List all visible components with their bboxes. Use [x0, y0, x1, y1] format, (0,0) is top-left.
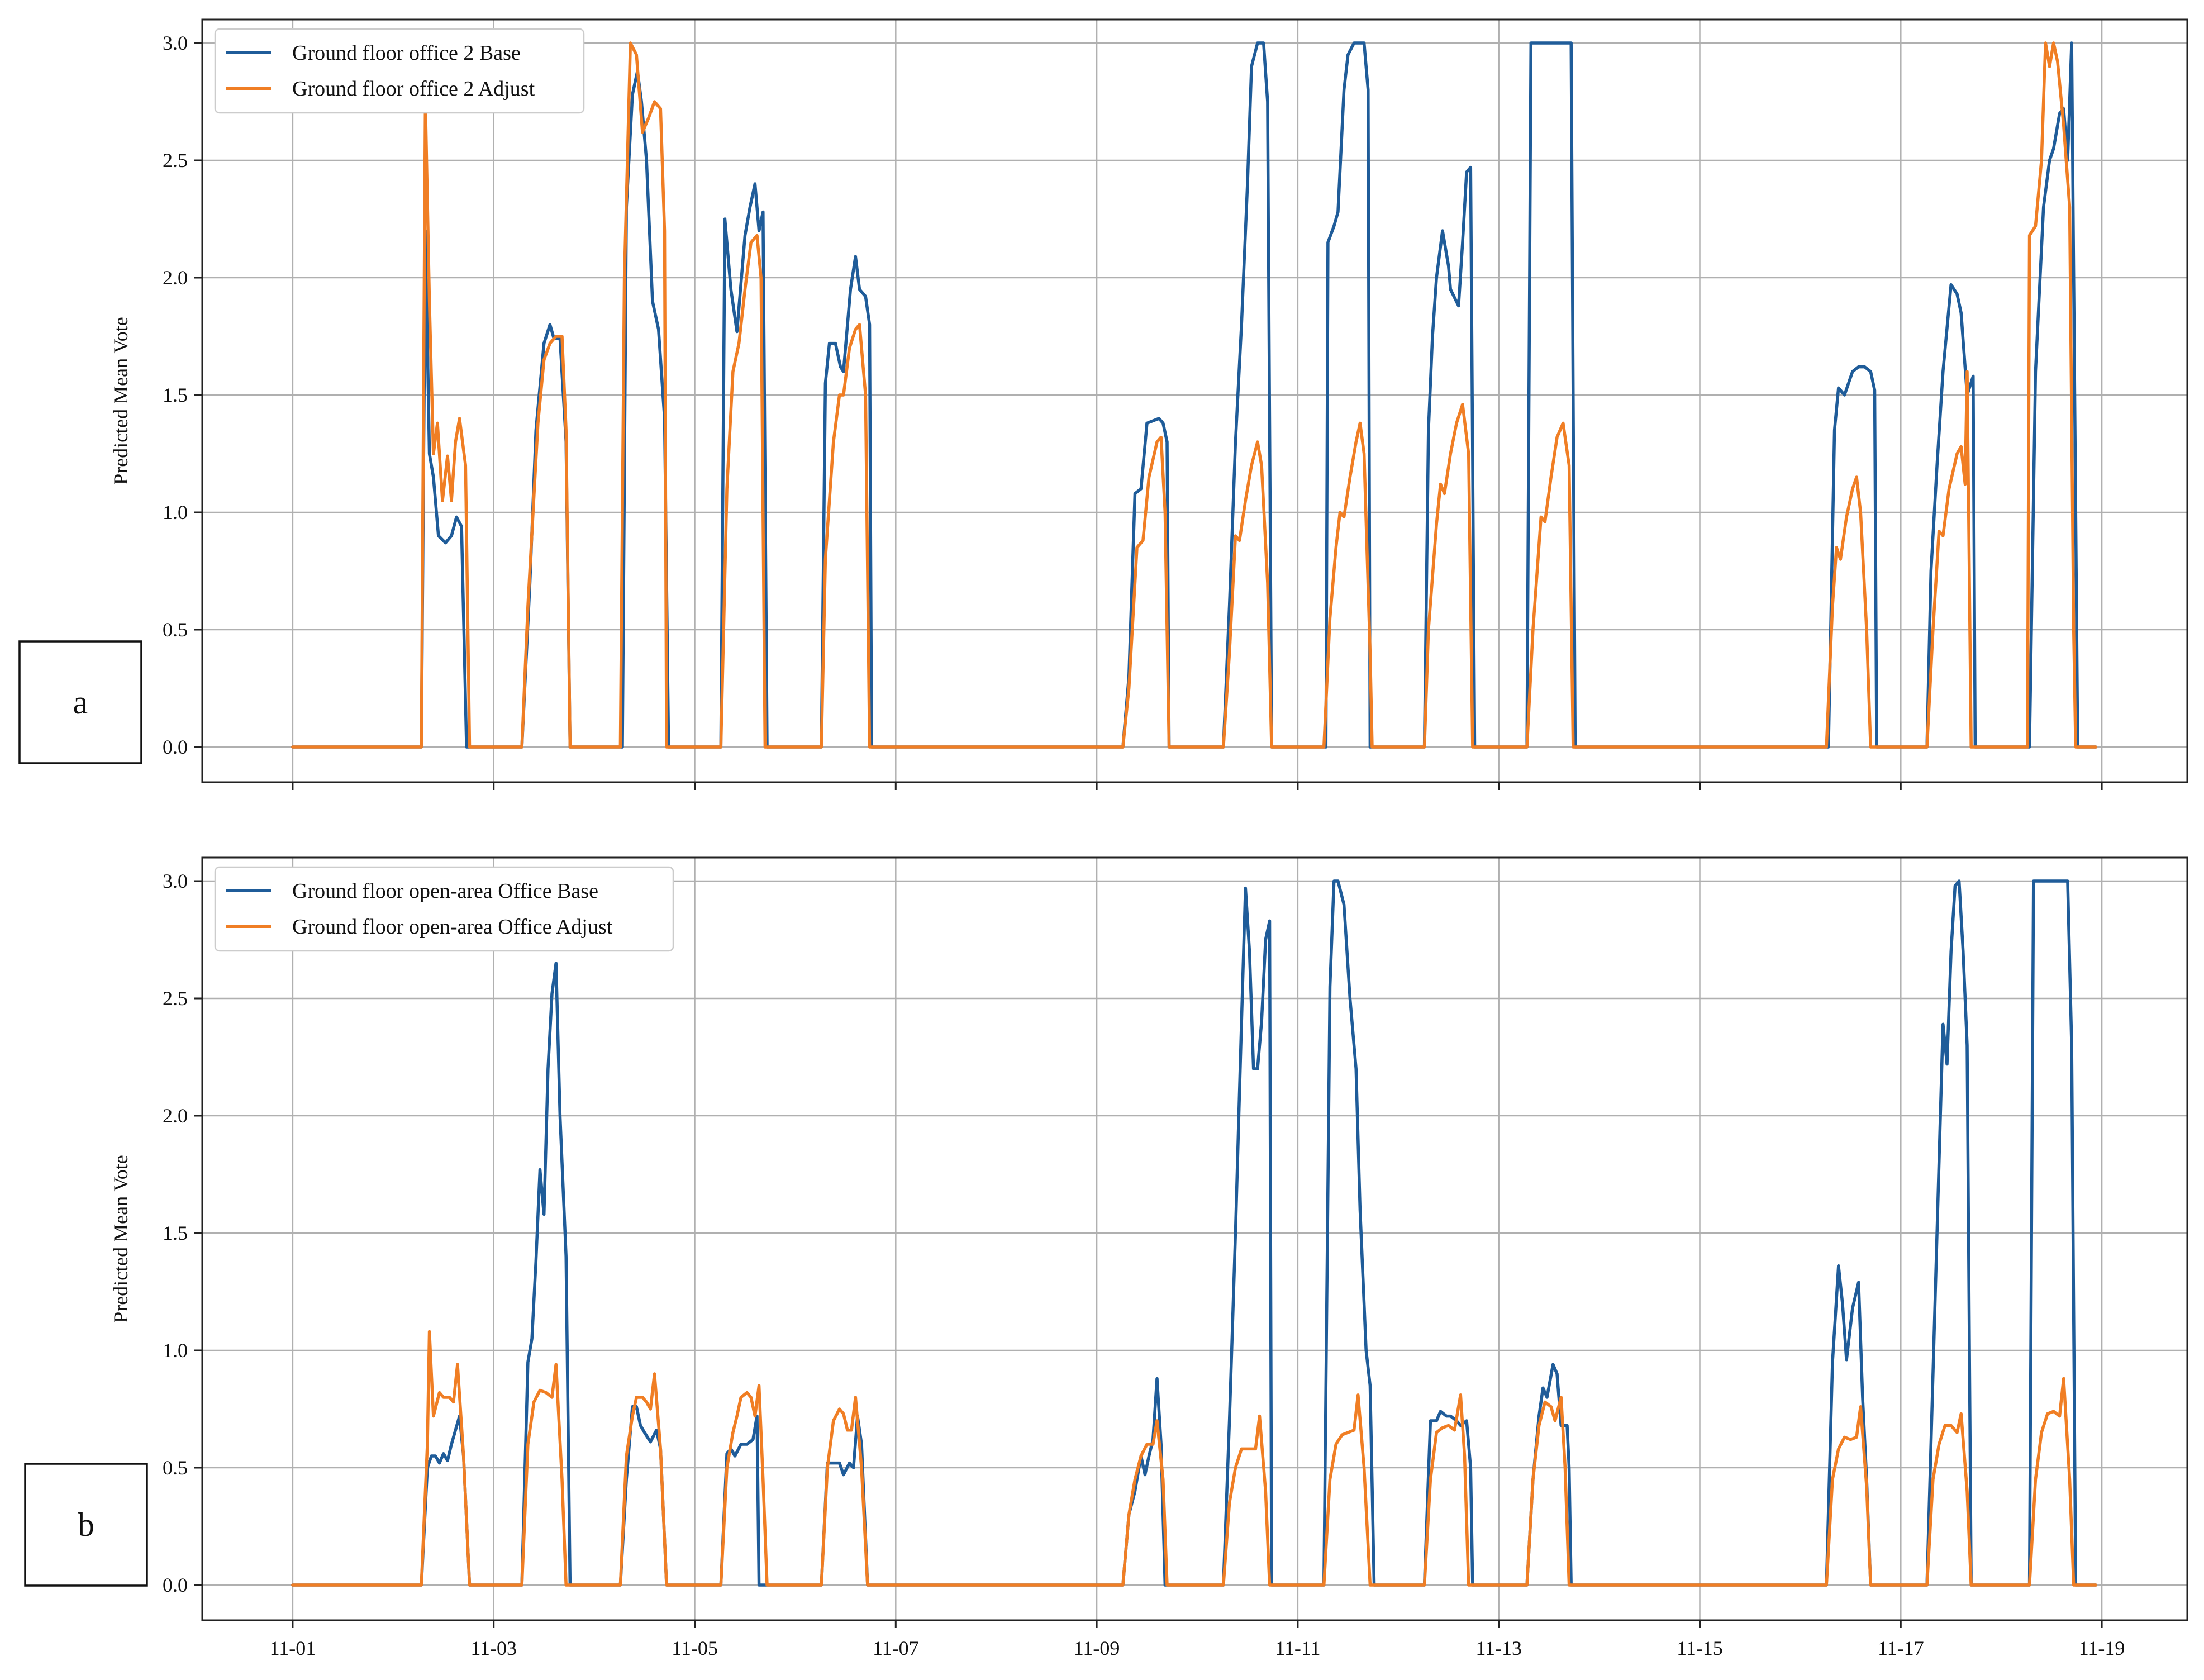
series-group-b — [291, 879, 2098, 1587]
legend-box-a — [214, 28, 585, 114]
x-tick-label-b-1: 11-03 — [470, 1637, 517, 1659]
panel-letter-a: a — [73, 684, 88, 721]
axis-ticks-a: 0.0 0.5 1.0 1.5 2.0 2.5 3.0 — [163, 32, 2103, 790]
legend-box-b — [214, 866, 674, 952]
x-tick-label-b-3: 11-07 — [873, 1637, 919, 1659]
y-tick-label-b-1: 0.5 — [163, 1457, 188, 1479]
grid-b — [202, 858, 2187, 1620]
y-tick-label-b-6: 3.0 — [163, 870, 188, 892]
legend-label-adjust-a: Ground floor office 2 Adjust — [292, 77, 535, 101]
y-tick-label-a-0: 0.0 — [163, 736, 188, 758]
x-tick-label-b-5: 11-11 — [1275, 1637, 1320, 1659]
x-tick-label-b-2: 11-05 — [672, 1637, 718, 1659]
panel-letter-box-b: b — [24, 1463, 148, 1587]
x-tick-label-b-0: 11-01 — [270, 1637, 316, 1659]
y-tick-label-a-6: 3.0 — [163, 32, 188, 54]
x-tick-label-b-7: 11-15 — [1677, 1637, 1723, 1659]
legend-a: Ground floor office 2 Base Ground floor … — [214, 28, 585, 114]
panel-letter-frame-b — [24, 1463, 148, 1587]
y-tick-label-b-2: 1.0 — [163, 1339, 188, 1362]
legend-label-base-b: Ground floor open-area Office Base — [292, 879, 598, 903]
x-tick-label-b-6: 11-13 — [1475, 1637, 1522, 1659]
legend-b: Ground floor open-area Office Base Groun… — [214, 866, 674, 952]
plot-frame-b — [201, 856, 2188, 1621]
series-line-base-b — [291, 879, 2098, 1587]
y-tick-label-b-4: 2.0 — [163, 1105, 188, 1127]
grid-a — [202, 20, 2187, 782]
y-tick-label-a-2: 1.0 — [163, 501, 188, 523]
y-tick-label-b-3: 1.5 — [163, 1222, 188, 1244]
legend-label-adjust-b: Ground floor open-area Office Adjust — [292, 915, 613, 939]
y-tick-label-a-5: 2.5 — [163, 149, 188, 172]
legend-label-base-a: Ground floor office 2 Base — [292, 41, 521, 65]
y-tick-label-a-4: 2.0 — [163, 266, 188, 289]
axis-ticks-b: 0.0 0.5 1.0 1.5 2.0 2.5 3.0 11-01 11-03 11-05 11-0… — [163, 870, 2125, 1659]
y-tick-label-a-3: 1.5 — [163, 384, 188, 406]
panel-letter-b: b — [78, 1506, 94, 1543]
series-group-a — [291, 41, 2098, 749]
x-tick-label-b-4: 11-09 — [1074, 1637, 1120, 1659]
x-tick-label-b-8: 11-17 — [1878, 1637, 1924, 1659]
y-axis-label-b: Predicted Mean Vote — [110, 1155, 132, 1323]
series-line-adjust-b — [291, 1330, 2098, 1587]
series-line-adjust-a — [291, 41, 2098, 749]
x-tick-label-b-9: 11-19 — [2079, 1637, 2125, 1659]
y-tick-label-b-0: 0.0 — [163, 1574, 188, 1596]
chart-panel-b: 0.0 0.5 1.0 1.5 2.0 2.5 3.0 11-01 11-03 11-05 11-0… — [24, 856, 2188, 1659]
panel-letter-box-a: a — [18, 640, 142, 764]
plot-frame-a — [201, 18, 2188, 783]
y-axis-label-a: Predicted Mean Vote — [110, 317, 132, 485]
y-tick-label-a-1: 0.5 — [163, 618, 188, 641]
panel-letter-frame-a — [18, 640, 142, 764]
chart-panel-a: 0.0 0.5 1.0 1.5 2.0 2.5 3.0 Predicted Mean Vot… — [18, 18, 2188, 790]
y-tick-label-b-5: 2.5 — [163, 987, 188, 1010]
